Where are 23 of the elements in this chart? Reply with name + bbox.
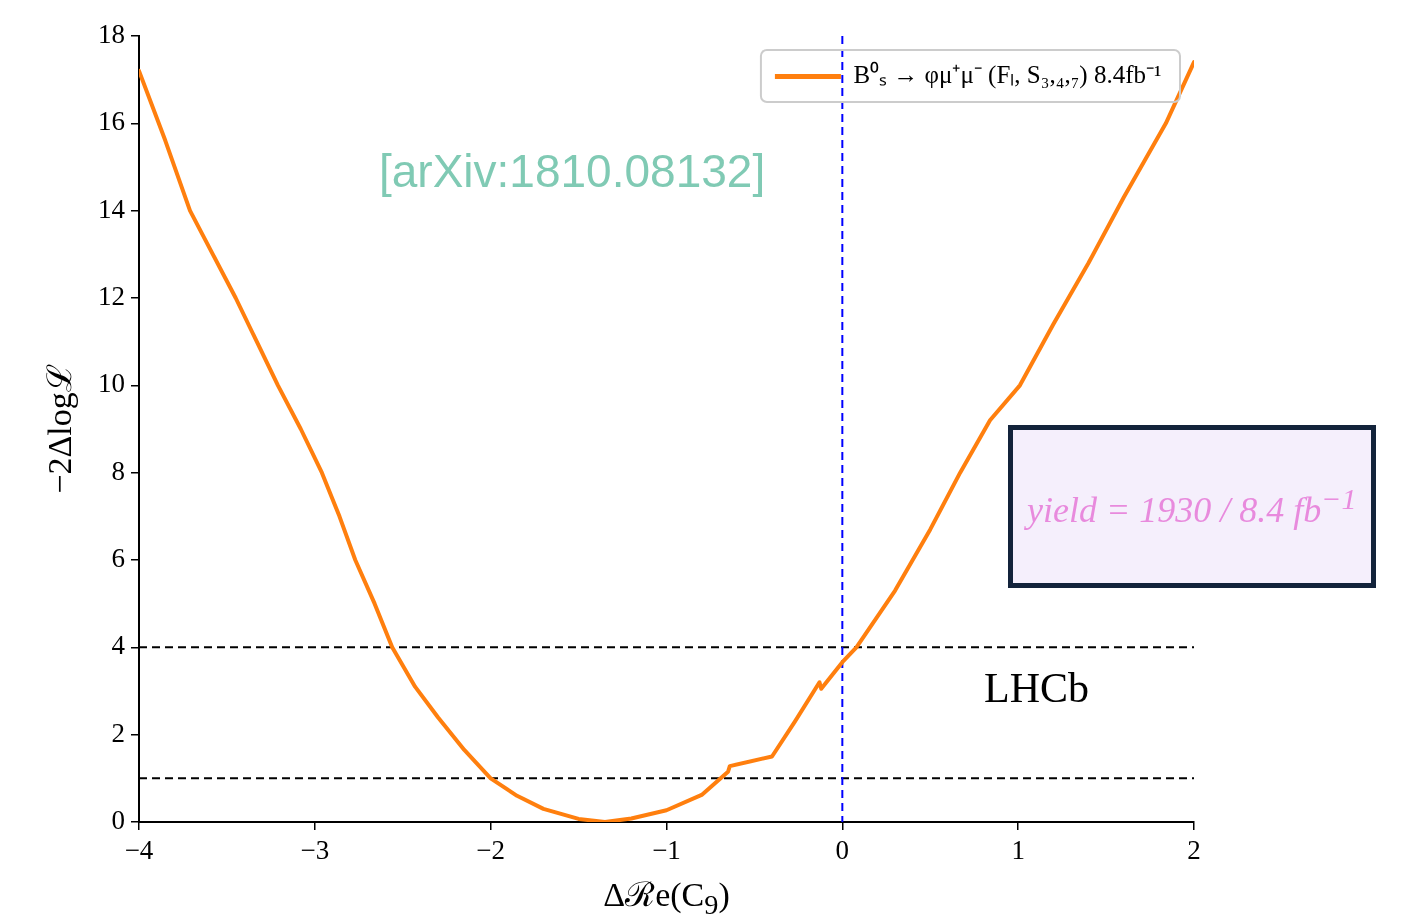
y-tick-label: 4 [111,630,126,661]
annotation: LHCb [984,664,1089,712]
formula-box: yield = 1930 / 8.4 fb$^{−1}$ [1008,425,1376,588]
legend-label: B⁰ₛ → φμ⁺μ⁻ (Fₗ, S₃,₄,₇) 8.4fb⁻¹ [853,61,1162,90]
y-tick-label: 8 [111,455,125,486]
x-tick-label: −2 [476,835,506,866]
y-tick-label: 18 [98,19,125,50]
y-axis-title: −2Δlogℒ [40,364,79,494]
x-axis-title: Δℛe(C$_{9}$) [603,875,730,921]
y-tick-label: 2 [111,717,125,748]
y-tick-label: 14 [98,193,126,224]
x-tick-label: −4 [124,835,154,866]
annotation: [arXiv:1810.08132] [379,144,766,198]
y-tick-label: 16 [98,106,125,137]
x-tick-label: −1 [652,835,681,866]
x-tick-label: −3 [300,835,330,866]
y-tick-label: 6 [111,543,125,574]
y-tick-label: 10 [98,368,125,399]
x-tick-label: 1 [1011,835,1025,866]
y-tick-label: 12 [98,281,125,312]
x-tick-label: 0 [835,835,850,866]
y-tick-label: 0 [111,805,125,836]
x-tick-label: 2 [1187,835,1201,866]
